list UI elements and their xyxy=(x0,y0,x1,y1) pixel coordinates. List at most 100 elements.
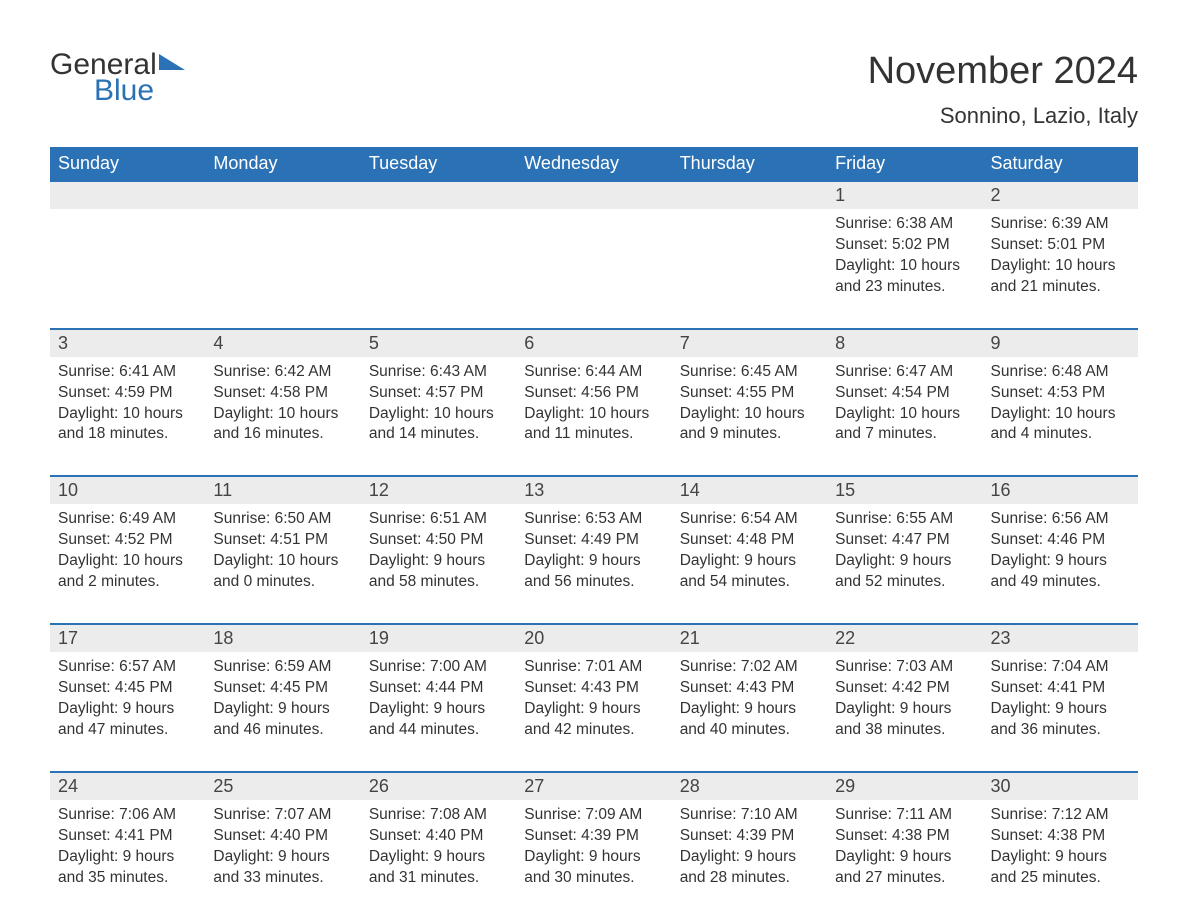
sunrise-text: Sunrise: 6:55 AM xyxy=(835,509,974,530)
sunrise-text: Sunrise: 6:41 AM xyxy=(58,362,197,383)
spacer-cell xyxy=(827,300,982,328)
spacer-cell xyxy=(205,300,360,328)
sunset-text: Sunset: 4:55 PM xyxy=(680,383,819,404)
day-number: 4 xyxy=(205,328,360,357)
spacer-cell xyxy=(361,447,516,475)
daylight-text-line2: and 42 minutes. xyxy=(524,720,663,741)
day-detail: Sunrise: 7:03 AMSunset: 4:42 PMDaylight:… xyxy=(827,652,982,743)
week-daynum-row: 24252627282930 xyxy=(50,771,1138,800)
week-daynum-row: 17181920212223 xyxy=(50,623,1138,652)
col-wednesday: Wednesday xyxy=(516,147,671,180)
daylight-text-line2: and 44 minutes. xyxy=(369,720,508,741)
day-number: 23 xyxy=(983,623,1138,652)
day-detail: Sunrise: 6:41 AMSunset: 4:59 PMDaylight:… xyxy=(50,357,205,448)
day-number: 24 xyxy=(50,771,205,800)
daylight-text-line1: Daylight: 9 hours xyxy=(991,551,1130,572)
day-number: 6 xyxy=(516,328,671,357)
spacer-cell xyxy=(361,743,516,771)
spacer-cell xyxy=(827,447,982,475)
spacer-cell xyxy=(983,743,1138,771)
sunrise-text: Sunrise: 6:59 AM xyxy=(213,657,352,678)
day-number: 16 xyxy=(983,475,1138,504)
daylight-text-line1: Daylight: 9 hours xyxy=(680,847,819,868)
week-daynum-row: 3456789 xyxy=(50,328,1138,357)
logo: General Blue xyxy=(50,50,185,106)
daylight-text-line2: and 35 minutes. xyxy=(58,868,197,889)
daylight-text-line2: and 38 minutes. xyxy=(835,720,974,741)
spacer-cell xyxy=(983,595,1138,623)
day-number: 27 xyxy=(516,771,671,800)
day-detail: Sunrise: 6:57 AMSunset: 4:45 PMDaylight:… xyxy=(50,652,205,743)
logo-line2: Blue xyxy=(94,76,157,106)
daylight-text-line2: and 28 minutes. xyxy=(680,868,819,889)
calendar-body: 12Sunrise: 6:38 AMSunset: 5:02 PMDayligh… xyxy=(50,180,1138,890)
day-number: 7 xyxy=(672,328,827,357)
day-number: 30 xyxy=(983,771,1138,800)
day-detail: Sunrise: 6:55 AMSunset: 4:47 PMDaylight:… xyxy=(827,504,982,595)
spacer-cell xyxy=(516,300,671,328)
sunset-text: Sunset: 4:58 PM xyxy=(213,383,352,404)
day-detail: Sunrise: 7:08 AMSunset: 4:40 PMDaylight:… xyxy=(361,800,516,891)
daylight-text-line1: Daylight: 9 hours xyxy=(835,551,974,572)
day-detail: Sunrise: 7:00 AMSunset: 4:44 PMDaylight:… xyxy=(361,652,516,743)
sunset-text: Sunset: 4:39 PM xyxy=(524,826,663,847)
week-daynum-row: 12 xyxy=(50,180,1138,209)
daylight-text-line2: and 0 minutes. xyxy=(213,572,352,593)
logo-triangle-icon xyxy=(159,54,185,70)
daylight-text-line1: Daylight: 9 hours xyxy=(680,551,819,572)
daylight-text-line1: Daylight: 9 hours xyxy=(524,847,663,868)
col-sunday: Sunday xyxy=(50,147,205,180)
day-number: 10 xyxy=(50,475,205,504)
daylight-text-line1: Daylight: 9 hours xyxy=(369,847,508,868)
spacer-cell xyxy=(672,447,827,475)
sunset-text: Sunset: 4:51 PM xyxy=(213,530,352,551)
day-detail: Sunrise: 6:54 AMSunset: 4:48 PMDaylight:… xyxy=(672,504,827,595)
empty-detail xyxy=(516,209,671,300)
col-thursday: Thursday xyxy=(672,147,827,180)
empty-detail xyxy=(361,209,516,300)
sunset-text: Sunset: 4:45 PM xyxy=(58,678,197,699)
day-number: 13 xyxy=(516,475,671,504)
sunrise-text: Sunrise: 6:43 AM xyxy=(369,362,508,383)
week-spacer xyxy=(50,300,1138,328)
week-spacer xyxy=(50,743,1138,771)
day-detail: Sunrise: 7:02 AMSunset: 4:43 PMDaylight:… xyxy=(672,652,827,743)
day-number: 9 xyxy=(983,328,1138,357)
sunset-text: Sunset: 4:53 PM xyxy=(991,383,1130,404)
daylight-text-line1: Daylight: 9 hours xyxy=(680,699,819,720)
spacer-cell xyxy=(205,595,360,623)
week-detail-row: Sunrise: 7:06 AMSunset: 4:41 PMDaylight:… xyxy=(50,800,1138,891)
day-detail: Sunrise: 6:43 AMSunset: 4:57 PMDaylight:… xyxy=(361,357,516,448)
daylight-text-line1: Daylight: 9 hours xyxy=(58,847,197,868)
col-tuesday: Tuesday xyxy=(361,147,516,180)
daylight-text-line1: Daylight: 9 hours xyxy=(369,551,508,572)
sunrise-text: Sunrise: 7:02 AM xyxy=(680,657,819,678)
daylight-text-line1: Daylight: 9 hours xyxy=(835,699,974,720)
sunrise-text: Sunrise: 6:39 AM xyxy=(991,214,1130,235)
daylight-text-line1: Daylight: 9 hours xyxy=(991,847,1130,868)
day-detail: Sunrise: 6:39 AMSunset: 5:01 PMDaylight:… xyxy=(983,209,1138,300)
day-number: 3 xyxy=(50,328,205,357)
sunrise-text: Sunrise: 7:06 AM xyxy=(58,805,197,826)
sunset-text: Sunset: 4:52 PM xyxy=(58,530,197,551)
day-number: 21 xyxy=(672,623,827,652)
daylight-text-line1: Daylight: 9 hours xyxy=(213,699,352,720)
col-saturday: Saturday xyxy=(983,147,1138,180)
daylight-text-line2: and 56 minutes. xyxy=(524,572,663,593)
spacer-cell xyxy=(827,595,982,623)
daylight-text-line2: and 30 minutes. xyxy=(524,868,663,889)
sunset-text: Sunset: 4:40 PM xyxy=(369,826,508,847)
spacer-cell xyxy=(672,743,827,771)
daylight-text-line1: Daylight: 10 hours xyxy=(213,551,352,572)
day-detail: Sunrise: 6:49 AMSunset: 4:52 PMDaylight:… xyxy=(50,504,205,595)
day-detail: Sunrise: 6:51 AMSunset: 4:50 PMDaylight:… xyxy=(361,504,516,595)
sunset-text: Sunset: 4:56 PM xyxy=(524,383,663,404)
sunset-text: Sunset: 4:40 PM xyxy=(213,826,352,847)
day-number: 12 xyxy=(361,475,516,504)
spacer-cell xyxy=(516,595,671,623)
day-detail: Sunrise: 7:12 AMSunset: 4:38 PMDaylight:… xyxy=(983,800,1138,891)
day-number: 18 xyxy=(205,623,360,652)
daylight-text-line2: and 46 minutes. xyxy=(213,720,352,741)
daylight-text-line2: and 36 minutes. xyxy=(991,720,1130,741)
sunset-text: Sunset: 4:49 PM xyxy=(524,530,663,551)
